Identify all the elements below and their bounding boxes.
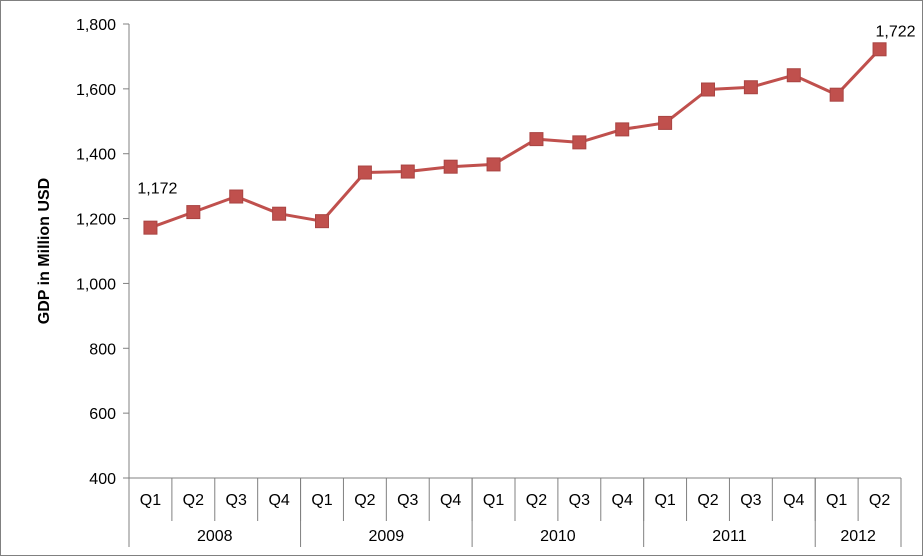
- x-group-label: 2012: [840, 528, 876, 545]
- x-category-label: Q3: [740, 492, 761, 509]
- data-point-marker: [829, 87, 844, 102]
- y-tick-label: 800: [89, 341, 116, 358]
- axes: [123, 23, 902, 547]
- data-point-marker: [786, 68, 801, 83]
- y-tick-label: 1,400: [76, 147, 116, 164]
- data-label: 1,722: [876, 23, 916, 40]
- y-tick-labels: 1,800 1,600 1,400 1,200 1,000 800 600 400: [76, 17, 116, 488]
- x-category-label: Q2: [526, 492, 547, 509]
- x-category-label: Q2: [869, 492, 890, 509]
- series-line-path: [149, 48, 881, 230]
- y-tick-label: 1,800: [76, 17, 116, 34]
- x-category-label: Q3: [569, 492, 590, 509]
- x-category-label: Q1: [826, 492, 847, 509]
- x-category-label: Q4: [612, 492, 633, 509]
- data-point-marker: [658, 115, 673, 130]
- data-labels: 1,172 1,722: [137, 23, 915, 197]
- data-point-marker: [315, 214, 329, 229]
- series-markers: [143, 42, 887, 235]
- data-point-marker: [443, 159, 458, 174]
- x-group-label: 2010: [540, 528, 576, 545]
- x-category-label: Q4: [440, 492, 461, 509]
- y-tick-label: 600: [89, 406, 116, 423]
- y-tick-label: 1,000: [76, 276, 116, 293]
- x-category-labels: Q1 Q2 Q3 Q4 Q1 Q2 Q3 Q4 Q1 Q2 Q3 Q4 Q1 Q2 Q3 Q4 Q1 Q2 2008…: [140, 492, 891, 545]
- x-category-label: Q1: [654, 492, 675, 509]
- data-point-marker: [143, 220, 158, 235]
- data-point-marker: [572, 135, 587, 150]
- x-category-label: Q1: [140, 492, 161, 509]
- data-point-marker: [872, 42, 887, 57]
- data-point-marker: [615, 122, 630, 137]
- x-group-label: 2009: [369, 528, 405, 545]
- x-category-label: Q3: [397, 492, 418, 509]
- x-category-label: Q1: [483, 492, 504, 509]
- series-line: [149, 48, 881, 230]
- data-point-marker: [743, 80, 758, 95]
- x-category-label: Q4: [783, 492, 804, 509]
- x-category-label: Q2: [354, 492, 375, 509]
- x-category-label: Q2: [183, 492, 204, 509]
- x-group-label: 2011: [712, 528, 747, 545]
- data-point-marker: [400, 164, 415, 179]
- data-point-marker: [529, 132, 544, 147]
- x-category-label: Q1: [311, 492, 332, 509]
- data-label: 1,172: [137, 181, 177, 198]
- x-category-label: Q2: [697, 492, 718, 509]
- data-point-marker: [272, 206, 287, 221]
- x-group-label: 2008: [197, 528, 233, 545]
- data-point-marker: [357, 165, 372, 180]
- y-axis-label: GDP in Million USD: [36, 178, 53, 324]
- data-point-marker: [186, 205, 201, 220]
- data-point-marker: [701, 82, 715, 97]
- data-point-marker: [486, 157, 501, 172]
- x-category-label: Q4: [268, 492, 289, 509]
- x-category-label: Q3: [226, 492, 247, 509]
- y-tick-label: 1,600: [76, 82, 116, 99]
- y-tick-label: 1,200: [76, 212, 116, 229]
- data-point-marker: [229, 189, 244, 204]
- y-tick-label: 400: [89, 471, 116, 488]
